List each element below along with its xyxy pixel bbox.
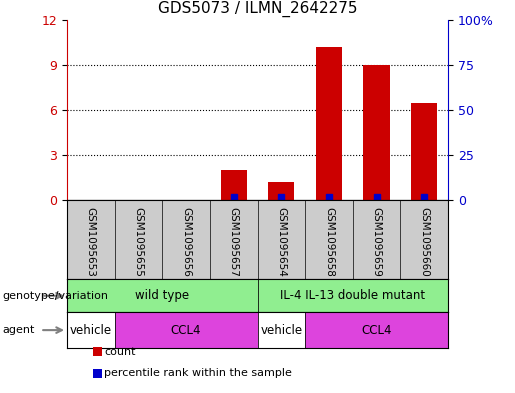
Text: GSM1095659: GSM1095659 <box>372 207 382 277</box>
Bar <box>220 170 247 200</box>
Text: percentile rank within the sample: percentile rank within the sample <box>104 368 292 378</box>
Bar <box>258 279 448 312</box>
Bar <box>316 47 342 200</box>
Bar <box>67 279 258 312</box>
Text: CCL4: CCL4 <box>362 323 392 337</box>
Text: IL-4 IL-13 double mutant: IL-4 IL-13 double mutant <box>280 289 425 302</box>
Text: count: count <box>104 347 135 357</box>
Bar <box>67 312 115 348</box>
Text: GSM1095657: GSM1095657 <box>229 207 238 277</box>
Text: GSM1095660: GSM1095660 <box>419 207 429 276</box>
Text: CCL4: CCL4 <box>171 323 201 337</box>
Text: GSM1095654: GSM1095654 <box>277 207 286 277</box>
Bar <box>114 312 258 348</box>
Title: GDS5073 / ILMN_2642275: GDS5073 / ILMN_2642275 <box>158 1 357 17</box>
Text: GSM1095658: GSM1095658 <box>324 207 334 277</box>
Bar <box>268 182 295 200</box>
Bar <box>305 312 448 348</box>
Text: agent: agent <box>3 325 35 335</box>
Text: vehicle: vehicle <box>260 323 302 337</box>
Text: wild type: wild type <box>135 289 190 302</box>
Text: genotype/variation: genotype/variation <box>3 291 109 301</box>
Text: GSM1095656: GSM1095656 <box>181 207 191 277</box>
Bar <box>364 65 390 200</box>
Text: GSM1095653: GSM1095653 <box>86 207 96 277</box>
Text: GSM1095655: GSM1095655 <box>133 207 143 277</box>
Bar <box>258 312 305 348</box>
Bar <box>411 103 437 200</box>
Text: vehicle: vehicle <box>70 323 112 337</box>
